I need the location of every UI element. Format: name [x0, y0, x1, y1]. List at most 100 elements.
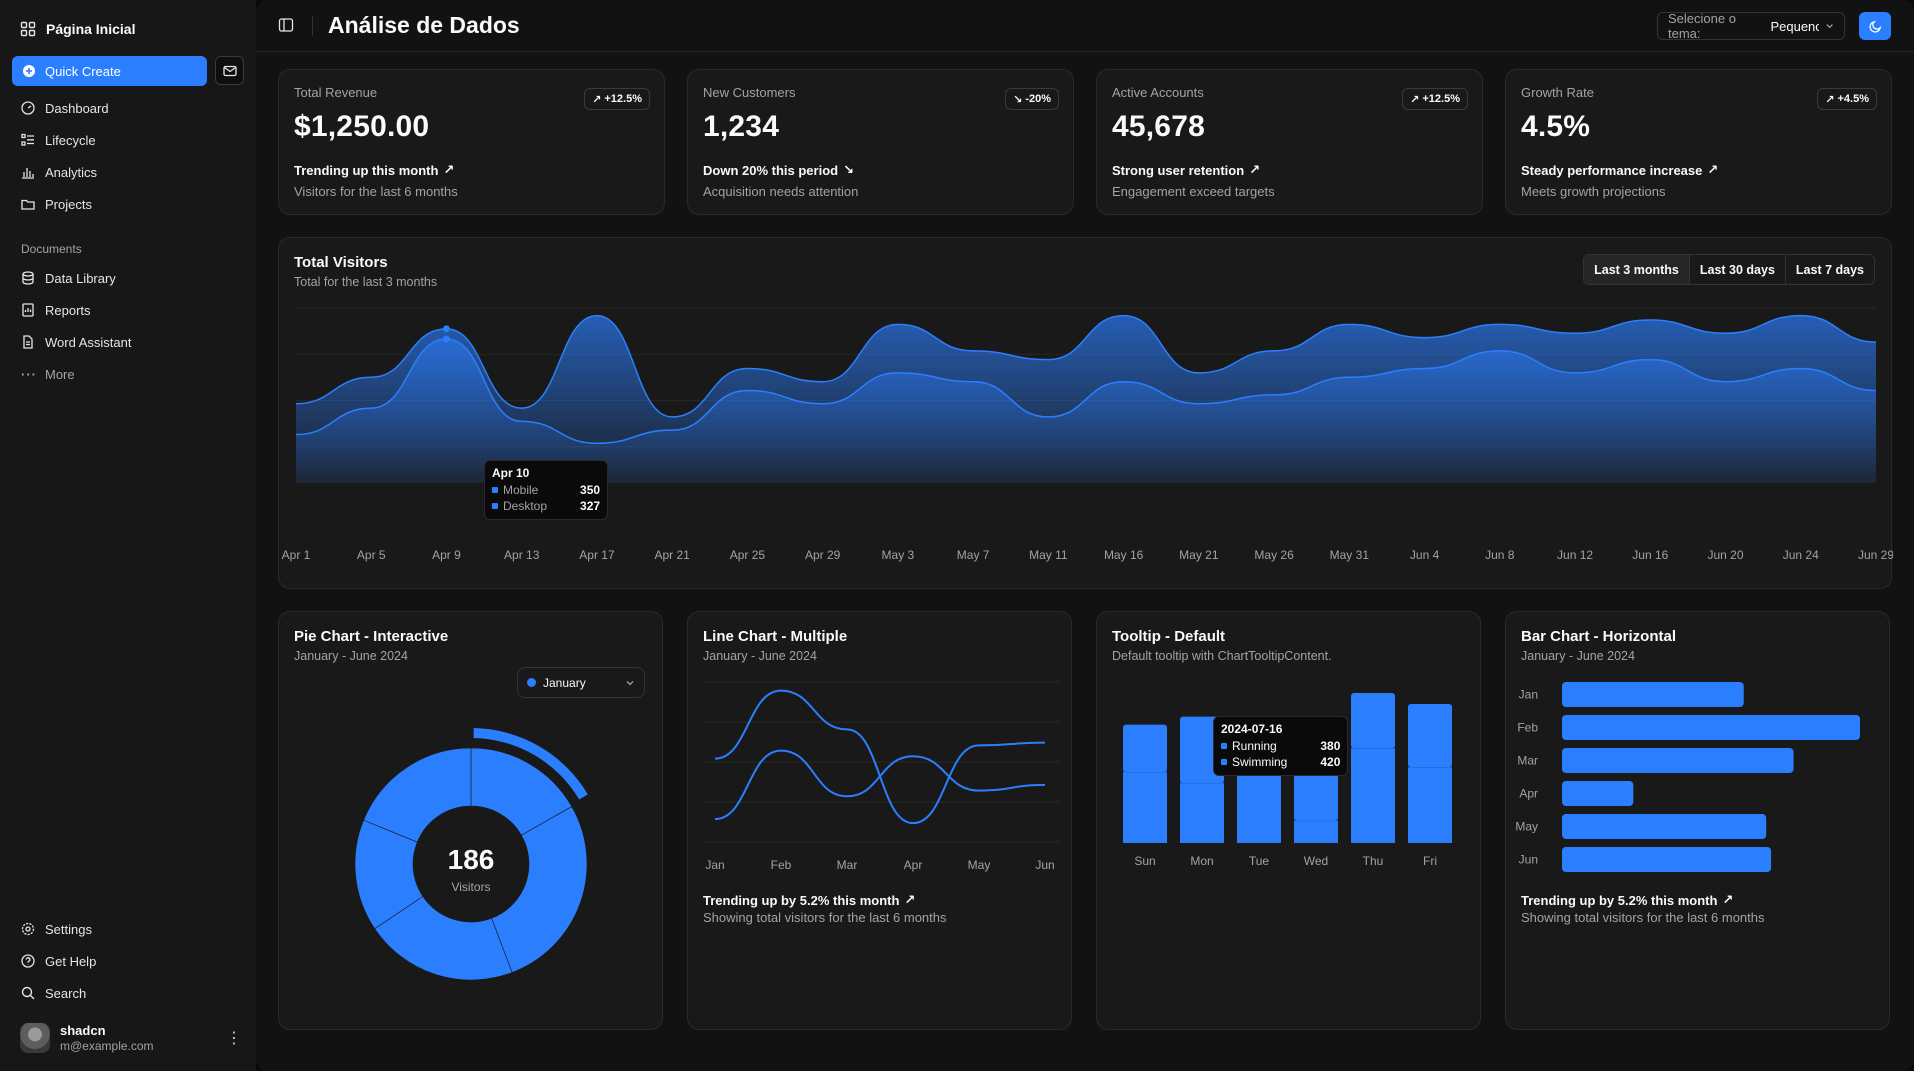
sidebar-item-dashboard[interactable]: Dashboard [12, 92, 244, 124]
tooltip-chart-card: Tooltip - Default Default tooltip with C… [1096, 611, 1481, 1030]
stat-label: New Customers [703, 85, 796, 100]
x-tick-label: May 26 [1254, 548, 1294, 562]
y-tick-label: Jun [1519, 853, 1538, 867]
bar-feb [1562, 715, 1860, 740]
sidebar-item-label: Get Help [45, 953, 97, 969]
stat-description: Acquisition needs attention [703, 184, 859, 199]
y-tick-label: Apr [1519, 787, 1538, 801]
inbox-button[interactable] [215, 56, 244, 85]
y-tick-label: Feb [1517, 721, 1538, 735]
brand[interactable]: Página Inicial [12, 14, 244, 44]
sidebar-toggle-icon[interactable] [278, 17, 294, 33]
sidebar-item-word-assistant[interactable]: Word Assistant [12, 326, 244, 358]
trend-up-icon: ↗ [1825, 93, 1835, 106]
report-icon [22, 303, 34, 317]
header-divider [312, 16, 313, 36]
trend-up-icon: ↗ [1722, 892, 1734, 907]
x-tick-label: Jun 4 [1410, 548, 1440, 562]
gauge-icon [21, 101, 35, 115]
card-subtitle: January - June 2024 [703, 649, 817, 663]
trend-down-icon: ↘ [1013, 93, 1023, 106]
page-title: Análise de Dados [328, 12, 520, 38]
card-subtitle: January - June 2024 [1521, 649, 1635, 663]
series-line-desktop [714, 689, 1046, 825]
tooltip-label: Swimming [1232, 755, 1288, 769]
month-select[interactable]: January [517, 667, 645, 698]
stat-trend: Steady performance increase ↗ [1521, 162, 1718, 178]
total-visitors-card: Total Visitors Total for the last 3 mont… [278, 237, 1893, 589]
card-subtitle: January - June 2024 [294, 649, 408, 663]
theme-toggle-button[interactable] [1859, 12, 1891, 40]
trend-badge-value: -20% [1025, 93, 1051, 105]
theme-select[interactable]: Selecione o tema: Pequeno [1657, 11, 1845, 41]
tooltip-date: Apr 10 [492, 466, 530, 480]
quick-create-button[interactable]: Quick Create [12, 56, 207, 86]
tab-last-3-months[interactable]: Last 3 months [1584, 255, 1689, 284]
sidebar-item-data-library[interactable]: Data Library [12, 262, 244, 294]
chevron-down-icon [1826, 24, 1833, 29]
sidebar-item-lifecycle[interactable]: Lifecycle [12, 124, 244, 156]
x-tick-label: May 16 [1104, 548, 1144, 562]
data-point [442, 325, 450, 333]
x-tick-label: Apr 29 [805, 548, 841, 562]
pie-center-value: 186 [447, 844, 495, 875]
x-tick-label: Mon [1190, 854, 1213, 868]
line-desktop [295, 338, 1877, 445]
x-tick-label: May 21 [1179, 548, 1219, 562]
more-vertical-icon[interactable]: ⋮ [226, 1030, 242, 1047]
sidebar-item-search[interactable]: Search [12, 977, 244, 1009]
user-name: shadcn [60, 1023, 106, 1038]
x-tick-label: May 11 [1029, 548, 1068, 562]
main-content: Análise de Dados Selecione o tema: Peque… [256, 0, 1914, 1071]
x-tick-label: Tue [1249, 854, 1270, 868]
stat-card-customers: New Customers 1,234 ↘ -20% Down 20% this … [687, 69, 1074, 215]
sidebar: Página Inicial Quick Create Dashboard Li… [0, 0, 256, 1071]
sidebar-item-reports[interactable]: Reports [12, 294, 244, 326]
x-tick-label: Fri [1423, 854, 1437, 868]
user-email: m@example.com [60, 1039, 154, 1053]
bar-may [1562, 814, 1767, 839]
avatar [20, 1023, 50, 1053]
chevron-down-icon [626, 680, 634, 685]
bar-apr [1562, 781, 1634, 806]
trend-up-icon: ↗ [592, 93, 602, 106]
stat-value: $1,250.00 [294, 110, 430, 143]
sidebar-item-label: Lifecycle [45, 132, 96, 148]
trend-badge-value: +12.5% [1422, 93, 1460, 105]
bar-swimming [1351, 693, 1395, 749]
bar-chart-icon [22, 168, 34, 179]
trend-badge: ↘ -20% [1005, 88, 1059, 110]
x-tick-label: Jun 12 [1557, 548, 1593, 562]
tab-last-7-days[interactable]: Last 7 days [1784, 255, 1874, 284]
sidebar-item-more[interactable]: ··· More [12, 358, 244, 390]
tab-last-30-days[interactable]: Last 30 days [1688, 255, 1785, 284]
user-menu[interactable]: shadcn m@example.com ⋮ [20, 1023, 242, 1053]
trend-badge-value: +4.5% [1837, 93, 1870, 105]
tooltip-label: Desktop [503, 499, 548, 513]
sidebar-item-analytics[interactable]: Analytics [12, 156, 244, 188]
bar-swimming [1123, 724, 1167, 772]
sidebar-item-get-help[interactable]: Get Help [12, 945, 244, 977]
stat-trend-text: Down 20% this period [703, 162, 839, 178]
theme-select-label: Selecione o tema: [1668, 11, 1736, 41]
mail-icon [222, 65, 237, 76]
secondary-nav: Settings Get Help Search [12, 913, 244, 1009]
sidebar-item-projects[interactable]: Projects [12, 188, 244, 220]
chart-tooltip: 2024-07-16 Running 380 Swimming 420 [1213, 716, 1349, 776]
x-tick-label: Apr 25 [730, 548, 766, 562]
chart-tooltip: Apr 10 Mobile 350 Desktop 327 [484, 460, 609, 520]
card-subtitle: Default tooltip with ChartTooltipContent… [1112, 649, 1332, 663]
folder-icon [21, 199, 35, 210]
card-title: Line Chart - Multiple [703, 628, 848, 645]
stat-trend: Strong user retention ↗ [1112, 162, 1260, 178]
tooltip-date: 2024-07-16 [1221, 722, 1283, 736]
line-chart-card: Line Chart - Multiple January - June 202… [687, 611, 1072, 1030]
pie-chart-card: Pie Chart - Interactive January - June 2… [278, 611, 663, 1030]
bar-running [1123, 771, 1167, 843]
tooltip-row-swimming: Swimming 420 [1221, 754, 1340, 770]
sidebar-item-label: Analytics [45, 164, 98, 180]
sidebar-item-settings[interactable]: Settings [12, 913, 244, 945]
x-tick-label: May 7 [957, 548, 990, 562]
pie-center-hole [413, 806, 529, 922]
stat-trend: Down 20% this period ↘ [703, 162, 854, 178]
